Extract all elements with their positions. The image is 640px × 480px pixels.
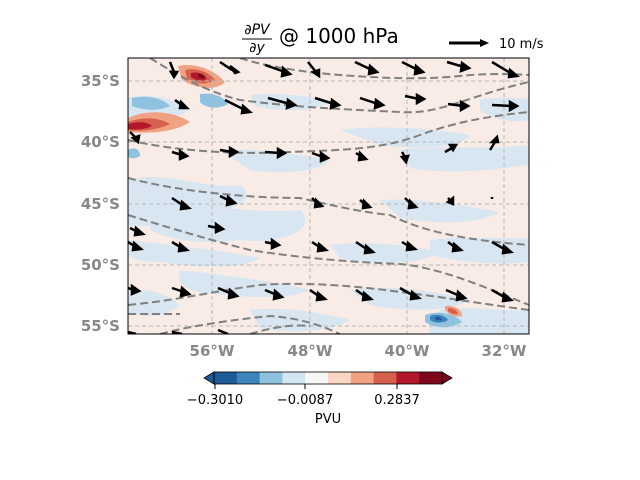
wind-vector — [447, 99, 471, 113]
wind-vector — [217, 328, 229, 334]
wind-vector — [488, 134, 500, 151]
wind-vector — [399, 286, 422, 301]
anomaly-features — [128, 64, 462, 328]
wind-vector — [264, 146, 288, 160]
wind-vector — [207, 221, 226, 234]
lon-tick-label: 40°W — [385, 342, 430, 360]
graticule — [128, 58, 529, 334]
wind-vector — [224, 98, 253, 115]
colorbar-cell — [259, 372, 283, 384]
colorbar-cell — [419, 372, 443, 384]
longitude-ticks: 56°W 48°W 40°W 32°W — [190, 342, 527, 360]
wind-vector — [264, 237, 282, 250]
wind-vector — [217, 286, 240, 300]
wind-vector — [491, 288, 514, 303]
wind-vector — [171, 148, 190, 161]
wind-vector — [491, 99, 520, 113]
wind-vector — [401, 240, 418, 252]
lon-tick-label: 48°W — [288, 342, 333, 360]
colorbar-cell — [373, 372, 397, 384]
colorbar-tick-label: −0.3010 — [187, 393, 243, 408]
quiver-key-arrowhead — [480, 39, 489, 47]
wind-vector — [399, 151, 410, 165]
wind-vector — [354, 60, 380, 76]
colorbar-outline — [213, 371, 443, 385]
colorbar-extend-min — [203, 371, 215, 385]
colorbar: −0.3010 −0.0087 0.2837 PVU — [187, 371, 453, 427]
wind-vector — [401, 60, 426, 76]
colorbar-tick-label: 0.2837 — [374, 393, 420, 408]
wind-vector — [404, 197, 419, 210]
map-panel — [128, 58, 529, 334]
lat-tick-label: 50°S — [81, 256, 120, 274]
title-suffix: @ 1000 hPa — [279, 24, 399, 48]
wind-vector — [445, 288, 468, 302]
lat-tick-label: 40°S — [81, 133, 120, 151]
wind-vector — [309, 288, 328, 302]
colorbar-cell — [350, 372, 375, 384]
wind-vector — [311, 240, 329, 253]
wind-vector — [491, 240, 514, 255]
wind-vector — [267, 96, 298, 110]
lon-tick-label: 56°W — [190, 342, 235, 360]
wind-vector — [311, 197, 325, 209]
wind-vector — [174, 99, 191, 110]
wind-vector — [128, 283, 142, 296]
wind-vector — [128, 240, 144, 252]
lat-tick-label: 55°S — [81, 317, 120, 335]
map-frame — [127, 57, 530, 335]
wind-vector — [404, 92, 427, 106]
wind-vector — [219, 194, 238, 207]
wind-vector — [359, 96, 386, 110]
wind-vector — [355, 288, 374, 302]
lon-tick-label: 32°W — [482, 342, 527, 360]
plot-title: ∂PV ∂y @ 1000 hPa — [242, 22, 399, 56]
wind-vector — [311, 150, 331, 163]
colorbar-cell — [214, 372, 238, 384]
wind-vector — [359, 198, 373, 210]
wind-vector — [129, 225, 146, 237]
wind-vector — [446, 60, 472, 73]
colorbar-extend-max — [441, 371, 453, 385]
wind-vector — [219, 60, 241, 75]
title-denominator: ∂y — [249, 40, 265, 56]
latitude-ticks: 35°S 40°S 45°S 50°S 55°S — [81, 72, 120, 335]
wind-vector — [264, 288, 285, 301]
wind-vector — [171, 196, 192, 211]
wind-vector — [355, 150, 369, 162]
wind-vector — [168, 61, 180, 80]
colorbar-cells — [214, 372, 443, 384]
wind-vector — [171, 285, 192, 298]
colorbar-cell — [396, 372, 420, 384]
colorbar-cell — [236, 372, 261, 384]
wind-vector — [491, 60, 520, 79]
quiver-key-label: 10 m/s — [499, 37, 544, 52]
wind-vector — [444, 143, 459, 154]
colorbar-label: PVU — [315, 412, 341, 427]
wind-vector — [445, 195, 455, 206]
wind-vector — [447, 241, 464, 253]
wind-vector — [171, 240, 190, 253]
wind-vectors — [128, 60, 520, 334]
title-numerator: ∂PV — [244, 22, 271, 38]
colorbar-cell — [305, 372, 329, 384]
lat-tick-label: 45°S — [81, 195, 120, 213]
wind-vector — [355, 240, 376, 255]
lat-tick-label: 35°S — [81, 72, 120, 90]
colorbar-tick-label: −0.0087 — [277, 393, 333, 408]
wind-vector — [307, 61, 321, 79]
wind-vector — [129, 131, 141, 145]
quiver-key: 10 m/s — [449, 37, 544, 52]
pv-contours — [128, 58, 529, 334]
colorbar-cell — [328, 372, 352, 384]
colorbar-cell — [282, 372, 306, 384]
wind-vector — [314, 96, 342, 110]
wind-vector — [219, 145, 240, 159]
wind-vector — [264, 63, 293, 78]
